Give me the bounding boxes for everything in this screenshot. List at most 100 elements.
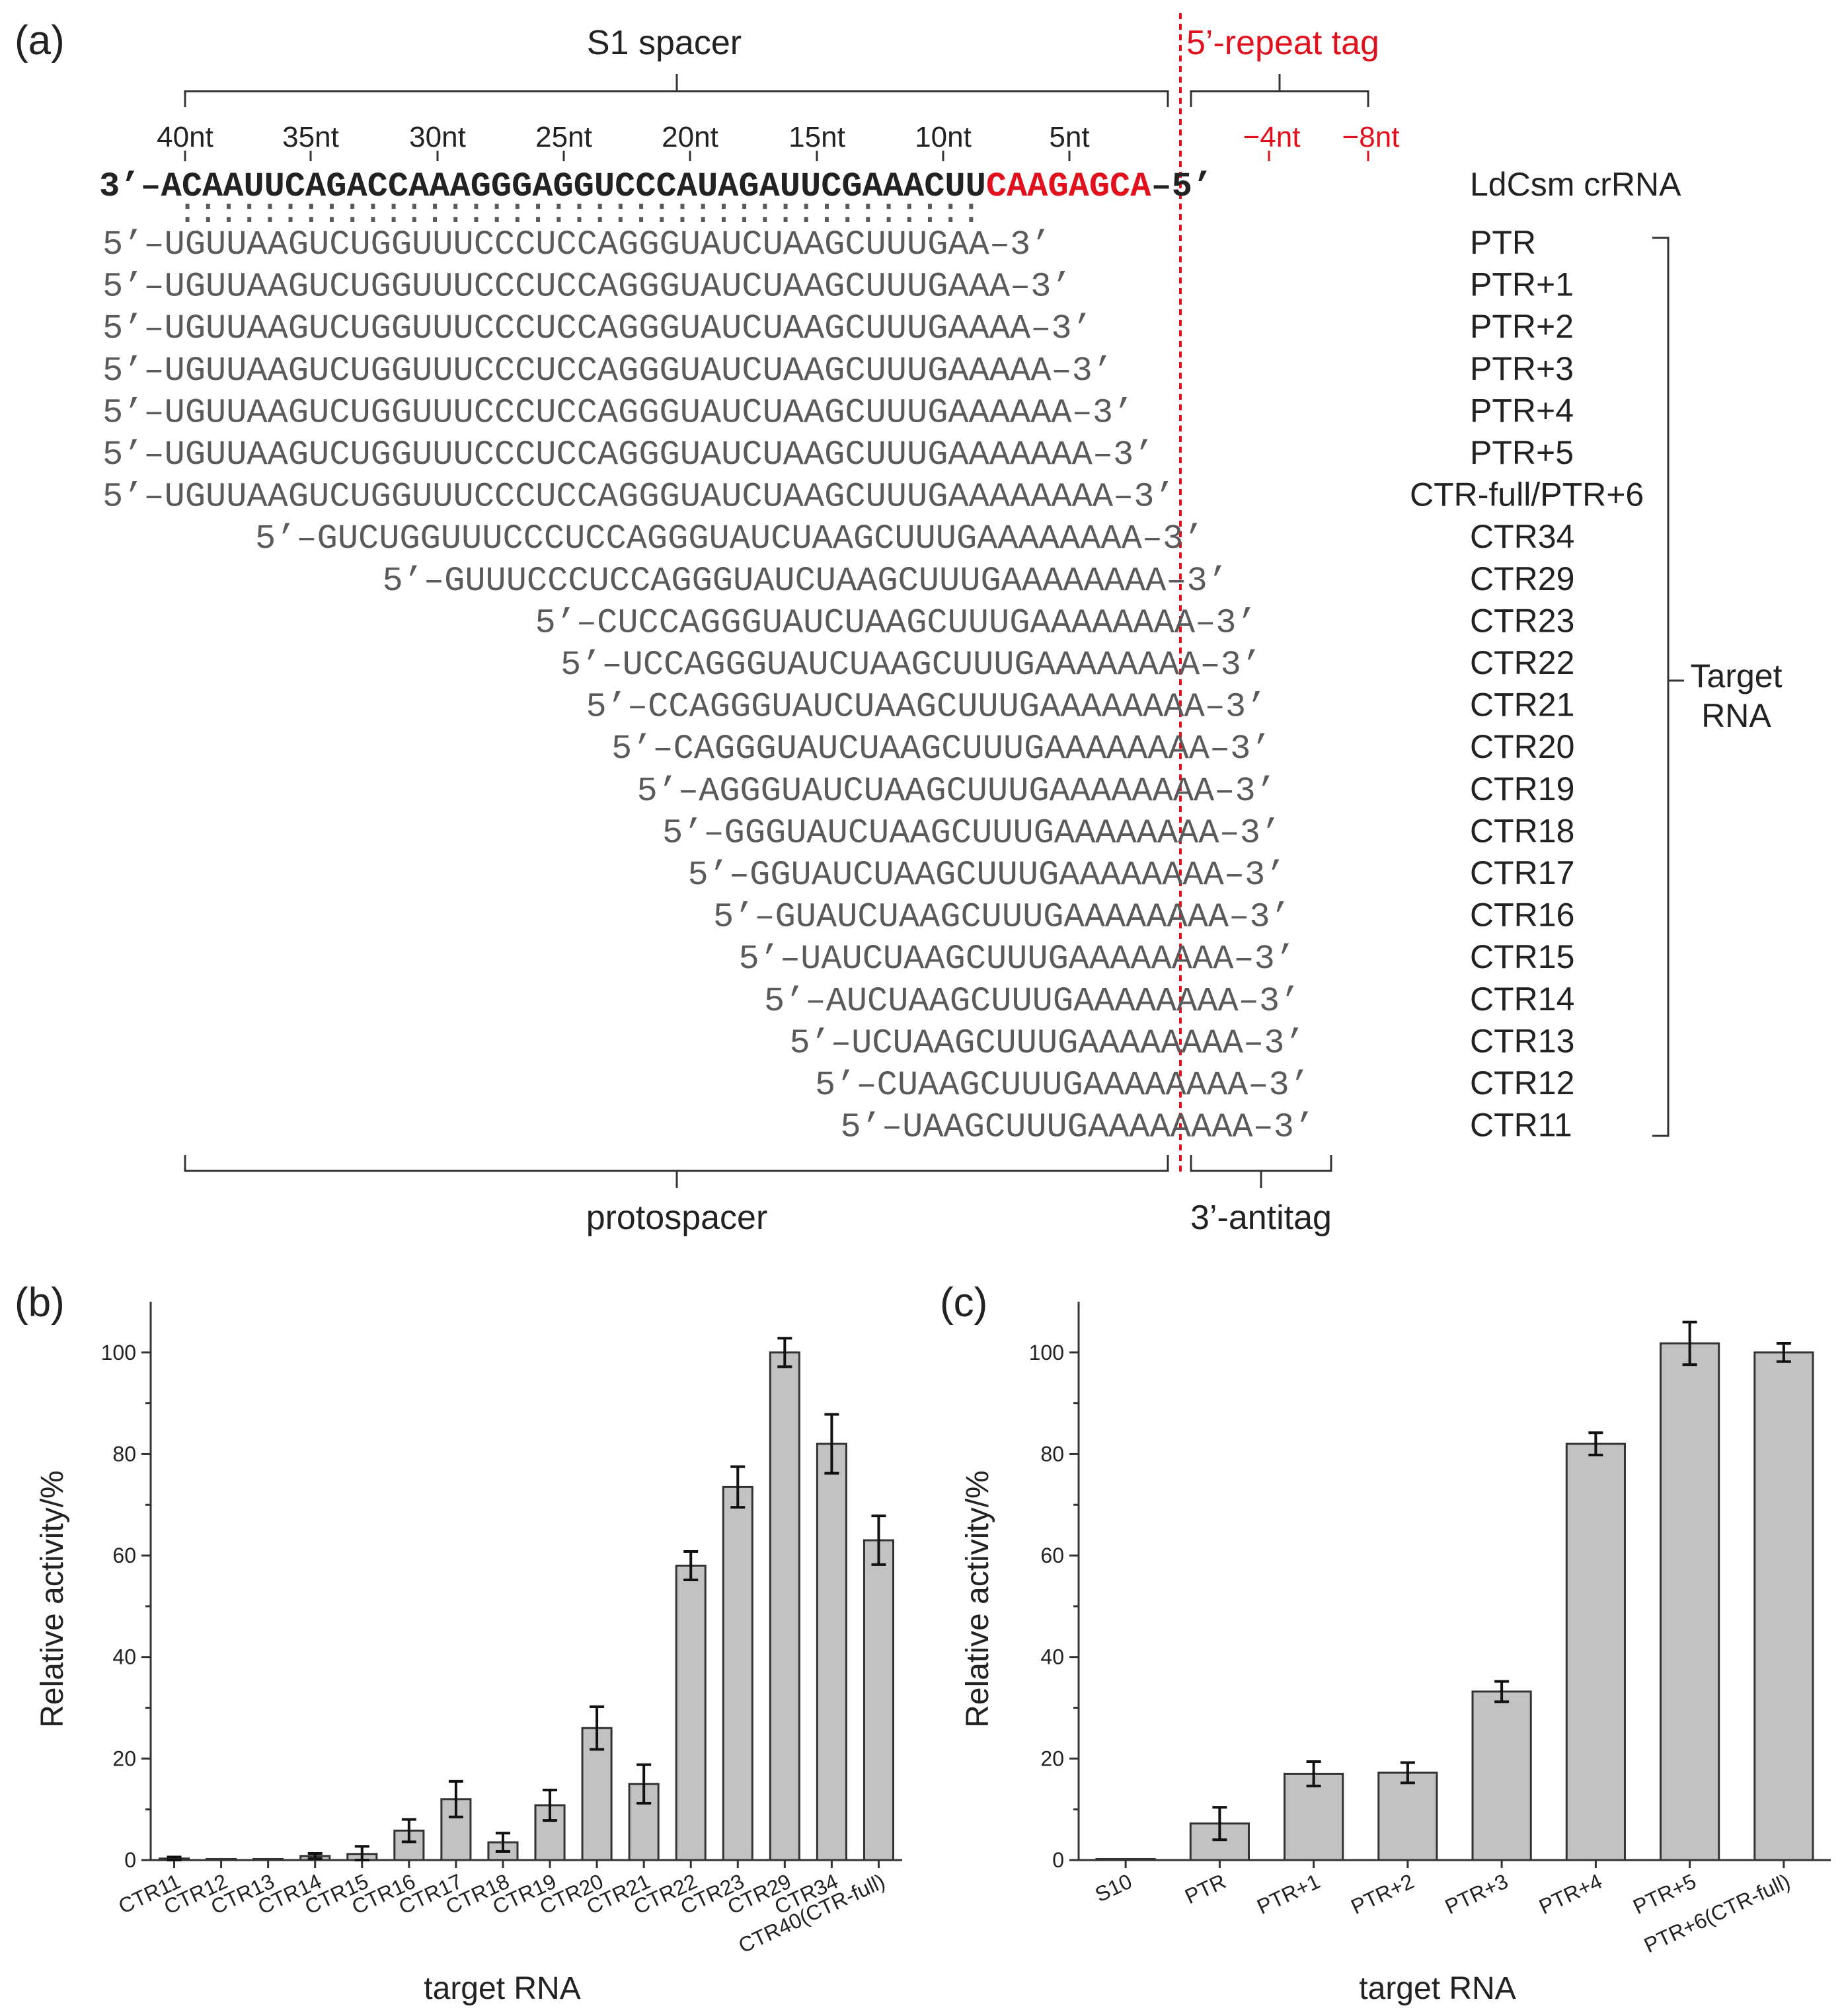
panel-c-chart: (c) Relative activity/% target RNA 0 20 40…	[940, 1280, 1831, 2006]
bar	[1660, 1342, 1720, 1861]
target-name: CTR-full/PTR+6	[1410, 476, 1644, 513]
target-sequence: 5’–GGGUAUCUAAGCUUUGAAAAAAAA–3’	[662, 813, 1281, 852]
y-tick-label: 80	[1040, 1442, 1064, 1466]
target-rows: 5’–UGUUAAGUCUGGUUUCCCUCCAGGGUAUCUAAGCUUU…	[102, 224, 1644, 1147]
target-sequence: 5’–CUAAGCUUUGAAAAAAAA–3’	[815, 1066, 1310, 1105]
bar	[1471, 1690, 1532, 1861]
target-sequence: 5’–UGUUAAGUCUGGUUUCCCUCCAGGGUAUCUAAGCUUU…	[102, 478, 1175, 517]
bar	[206, 1857, 237, 1861]
target-rna-label-line1: Target	[1691, 657, 1783, 694]
target-sequence: 5’–UGUUAAGUCUGGUUUCCCUCCAGGGUAUCUAAGCUUU…	[102, 352, 1113, 391]
position-label: 35nt	[282, 121, 339, 153]
y-tick-label: 60	[1040, 1544, 1064, 1567]
target-sequence: 5’–AUCUAAGCUUUGAAAAAAAA–3’	[764, 982, 1300, 1021]
protospacer-bracket	[184, 1155, 1169, 1188]
target-sequence: 5’–AGGGUAUCUAAGCUUUGAAAAAAAA–3’	[637, 772, 1276, 811]
position-labels: 40nt 35nt 30nt 25nt 20nt 15nt 10nt 5nt −4nt −8nt	[157, 121, 1399, 161]
repeat-tag-bracket	[1190, 74, 1369, 107]
bar	[863, 1539, 894, 1861]
panel-b-bars	[159, 1337, 894, 1861]
target-sequence: 5’–UAAGCUUUGAAAAAAAA–3’	[841, 1108, 1315, 1147]
crrna-spacer: ACAAUUCAGACCAAAGGGAGGUCCCAUAGAUUCGAAACUU	[161, 167, 986, 206]
protospacer-label: protospacer	[586, 1199, 768, 1237]
y-tick-label: 40	[112, 1645, 136, 1669]
target-sequence: 5’–GGUAUCUAAGCUUUGAAAAAAAA–3’	[688, 856, 1286, 895]
category-label: PTR+3	[1441, 1869, 1512, 1919]
target-name: PTR+3	[1470, 350, 1574, 387]
position-label: 40nt	[157, 121, 213, 153]
spacer-title: S1 spacer	[587, 24, 742, 62]
target-name: CTR14	[1470, 981, 1574, 1018]
y-tick-label: 40	[1040, 1645, 1064, 1669]
panel-c-category-labels: S10 PTR PTR+1 PTR+2 PTR+3 PTR+4 PTR+5PTR+6(CTR…	[1091, 1869, 1794, 1958]
target-name: CTR17	[1470, 854, 1574, 891]
target-sequence: 5’–UGUUAAGUCUGGUUUCCCUCCAGGGUAUCUAAGCUUU…	[102, 435, 1154, 474]
category-label: PTR+2	[1348, 1869, 1418, 1919]
bar	[440, 1798, 472, 1861]
category-label: PTR+1	[1253, 1869, 1323, 1919]
panel-c-label: (c)	[940, 1280, 987, 1325]
bar	[722, 1485, 753, 1861]
target-name: PTR+5	[1470, 434, 1574, 471]
target-name: PTR+4	[1470, 392, 1574, 429]
y-tick-label: 80	[112, 1442, 136, 1466]
panel-b-category-labels: CTR11CTR12CTR13CTR14CTR15CTR16CTR17CTR18…	[115, 1869, 889, 1958]
target-name: CTR13	[1470, 1022, 1574, 1059]
bar	[1565, 1442, 1626, 1861]
target-name: CTR11	[1470, 1107, 1572, 1144]
target-name: CTR22	[1470, 644, 1574, 681]
target-sequence: 5’–UGUUAAGUCUGGUUUCCCUCCAGGGUAUCUAAGCUUU…	[102, 309, 1093, 348]
repeat-tag-title: 5’-repeat tag	[1186, 24, 1379, 62]
repeat-position-label: −8nt	[1342, 121, 1400, 153]
y-tick-label: 0	[124, 1848, 136, 1872]
target-name: CTR16	[1470, 897, 1574, 934]
target-sequence: 5’–UGUUAAGUCUGGUUUCCCUCCAGGGUAUCUAAGCUUU…	[102, 268, 1072, 307]
position-label: 20nt	[662, 121, 718, 153]
target-sequence: 5’–GUCUGGUUUCCCUCCAGGGUAUCUAAGCUUUGAAAAA…	[255, 519, 1204, 558]
target-sequence: 5’–UGUUAAGUCUGGUUUCCCUCCAGGGUAUCUAAGCUUU…	[102, 393, 1133, 432]
target-name: CTR21	[1470, 687, 1574, 724]
bar	[1284, 1772, 1344, 1861]
panel-a: (a) S1 spacer 5’-repeat tag 40nt 35nt 30nt…	[15, 13, 1783, 1237]
panel-b-label: (b)	[15, 1280, 65, 1325]
bar	[1753, 1351, 1814, 1861]
position-label: 30nt	[409, 121, 466, 153]
bar	[675, 1564, 707, 1861]
panel-c-ylabel: Relative activity/%	[960, 1470, 995, 1727]
panel-c-bars	[1095, 1320, 1814, 1861]
position-label: 10nt	[915, 121, 972, 153]
y-tick-label: 100	[1029, 1341, 1064, 1364]
pairing-marks: :::::::::::::::::::::::::::::::::::::::	[177, 194, 981, 233]
target-name: PTR+2	[1470, 308, 1574, 345]
position-label: 15nt	[788, 121, 845, 153]
panel-b-xlabel: target RNA	[424, 1971, 580, 2006]
bar	[252, 1857, 284, 1861]
panel-b-ylabel: Relative activity/%	[35, 1470, 70, 1727]
bar	[1095, 1857, 1156, 1861]
target-sequence: 5’–UGUUAAGUCUGGUUUCCCUCCAGGGUAUCUAAGCUUU…	[102, 225, 1051, 264]
crrna-name: LdCsm crRNA	[1470, 166, 1681, 203]
category-label: S10	[1091, 1869, 1135, 1907]
target-sequence: 5’–CAGGGUAUCUAAGCUUUGAAAAAAAA–3’	[611, 729, 1272, 768]
target-sequence: 5’–UAUCUAAGCUUUGAAAAAAAA–3’	[739, 940, 1296, 979]
panel-c-axes: 0 20 40 60 80 100	[1029, 1302, 1831, 1872]
y-tick-label: 60	[112, 1544, 136, 1567]
panel-b-chart: (b) Relative activity/% target RNA 0 20 40…	[15, 1280, 902, 2006]
target-rna-bracket	[1652, 237, 1684, 1137]
crrna-tag: CAAGAGCA	[986, 167, 1151, 206]
target-sequence: 5’–CUCCAGGGUAUCUAAGCUUUGAAAAAAAA–3’	[535, 603, 1257, 642]
target-rna-label-line2: RNA	[1701, 697, 1771, 734]
target-sequence: 5’–UCCAGGGUAUCUAAGCUUUGAAAAAAAA–3’	[560, 646, 1262, 685]
target-sequence: 5’–CCAGGGUAUCUAAGCUUUGAAAAAAAA–3’	[586, 688, 1267, 727]
position-label: 25nt	[535, 121, 592, 153]
panel-a-label: (a)	[15, 18, 65, 63]
target-name: CTR18	[1470, 812, 1574, 849]
bar	[769, 1351, 800, 1861]
repeat-position-label: −4nt	[1243, 121, 1301, 153]
antitag-label: 3’-antitag	[1190, 1199, 1332, 1237]
y-tick-label: 20	[1040, 1746, 1064, 1770]
target-name: CTR15	[1470, 938, 1574, 975]
target-name: CTR29	[1470, 560, 1574, 597]
